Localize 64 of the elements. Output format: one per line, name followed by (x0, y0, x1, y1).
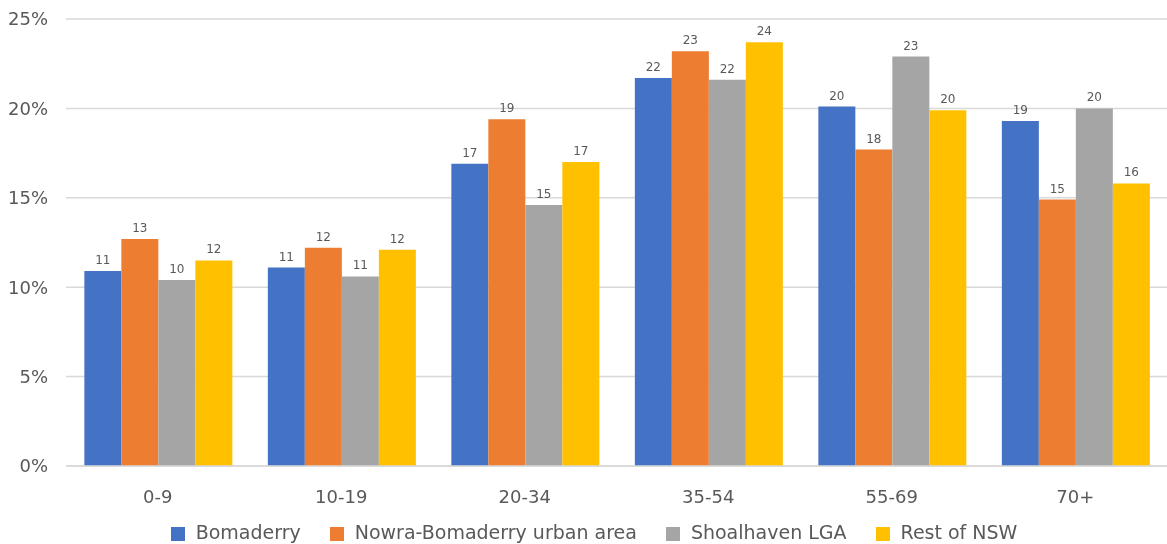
data-label: 17 (573, 144, 589, 159)
data-label: 20 (1086, 90, 1102, 105)
data-label: 18 (866, 131, 882, 146)
y-tick-label: 25% (7, 8, 48, 30)
x-tick-label: 20-34 (498, 485, 551, 507)
data-label: 22 (719, 61, 735, 76)
data-label: 15 (1049, 181, 1065, 196)
data-label: 20 (940, 92, 956, 107)
data-label: 20 (829, 88, 845, 103)
data-label: 12 (315, 229, 331, 244)
y-tick-label: 15% (7, 187, 48, 209)
bar (451, 163, 489, 466)
bar (121, 238, 159, 466)
bar (671, 51, 709, 466)
data-label: 22 (645, 60, 661, 74)
legend-label: Rest of NSW (900, 521, 1018, 543)
data-label: 12 (206, 242, 222, 257)
data-label: 13 (132, 220, 148, 235)
bar (304, 247, 342, 466)
data-label: 11 (278, 249, 294, 264)
data-label: 23 (903, 38, 919, 53)
bar (892, 56, 930, 466)
x-tick-label: 0-9 (143, 485, 173, 507)
data-label: 15 (536, 186, 552, 201)
x-tick-label: 55-69 (865, 485, 918, 507)
data-label: 11 (95, 253, 111, 268)
data-label: 19 (499, 101, 515, 116)
legend-label: Nowra-Bomaderry urban area (354, 521, 637, 543)
bar (158, 280, 196, 466)
data-label: 11 (352, 258, 368, 273)
bar (341, 276, 379, 466)
bar (195, 260, 233, 466)
bar (267, 267, 305, 466)
bar (525, 204, 563, 466)
bar (929, 110, 967, 466)
bar (818, 106, 856, 466)
bar (1075, 108, 1113, 466)
bar (708, 79, 746, 466)
bar (378, 249, 416, 466)
x-tick-label: 10-19 (315, 485, 368, 507)
bar (562, 162, 600, 466)
bar (855, 149, 893, 466)
bar (488, 119, 526, 466)
bar (745, 42, 783, 466)
legend-label: Bomaderry (195, 521, 301, 543)
data-label: 16 (1123, 165, 1139, 180)
y-tick-label: 10% (7, 276, 48, 298)
legend-label: Shoalhaven LGA (690, 521, 847, 543)
data-label: 24 (756, 24, 772, 39)
data-label: 23 (682, 33, 698, 48)
data-label: 17 (462, 145, 478, 160)
y-tick-label: 5% (19, 365, 48, 387)
bar (1112, 183, 1150, 466)
x-tick-label: 70+ (1056, 485, 1095, 507)
y-tick-label: 20% (7, 97, 48, 119)
bar (84, 271, 122, 466)
x-tick-label: 35-54 (682, 485, 735, 507)
bar (1038, 199, 1076, 466)
bar (1001, 120, 1039, 466)
data-label: 19 (1012, 102, 1028, 117)
data-label: 12 (389, 231, 405, 246)
y-tick-label: 0% (19, 455, 48, 477)
bar (634, 78, 672, 466)
data-label: 10 (169, 262, 185, 277)
